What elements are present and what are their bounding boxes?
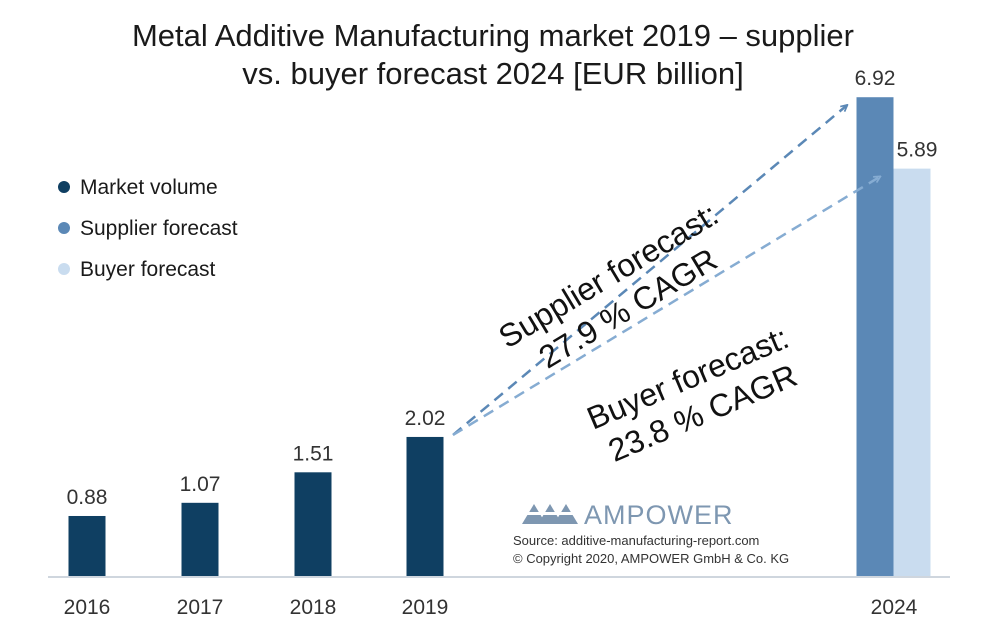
bar-buyer-forecast-2024	[893, 168, 931, 578]
value-label-market-volume-2016: 0.88	[67, 486, 108, 509]
legend-label-market-volume: Market volume	[80, 176, 218, 199]
source-line: Source: additive-manufacturing-report.co…	[513, 533, 759, 548]
x-tick-label-2024: 2024	[871, 596, 918, 619]
buyer-forecast-annotation: Buyer forecast: 23.8 % CAGR	[582, 319, 802, 468]
ampower-logo-text: AMPOWER	[584, 500, 734, 530]
chart-title-line-2: vs. buyer forecast 2024 [EUR billion]	[242, 56, 743, 91]
x-tick-label-2018: 2018	[290, 596, 337, 619]
bar-market-volume-2019	[406, 436, 444, 577]
value-labels-layer: 0.88 1.07 1.51 2.02 6.92 5.89	[67, 67, 938, 509]
legend-label-supplier-forecast: Supplier forecast	[80, 217, 238, 240]
bars-layer	[68, 97, 931, 578]
copyright-line: © Copyright 2020, AMPOWER GmbH & Co. KG	[513, 551, 789, 566]
bar-market-volume-2017	[181, 502, 219, 577]
ampower-logo: AMPOWER	[522, 500, 734, 530]
bar-market-volume-2016	[68, 515, 106, 577]
x-tick-label-2019: 2019	[402, 596, 449, 619]
x-axis-ticks: 2016 2017 2018 2019 2024	[64, 596, 918, 619]
legend-marker-market-volume	[58, 181, 70, 193]
legend: Market volume Supplier forecast Buyer fo…	[58, 176, 238, 281]
x-tick-label-2017: 2017	[177, 596, 224, 619]
chart-title-line-1: Metal Additive Manufacturing market 2019…	[132, 18, 854, 53]
supplier-forecast-arrow	[452, 105, 847, 436]
legend-marker-buyer-forecast	[58, 263, 70, 275]
x-tick-label-2016: 2016	[64, 596, 111, 619]
buyer-forecast-arrow	[452, 177, 880, 437]
legend-marker-supplier-forecast	[58, 222, 70, 234]
bar-market-volume-2018	[294, 472, 332, 577]
value-label-buyer-forecast-2024: 5.89	[897, 139, 938, 162]
value-label-supplier-forecast-2024: 6.92	[855, 67, 896, 90]
value-label-market-volume-2019: 2.02	[405, 407, 446, 430]
value-label-market-volume-2018: 1.51	[293, 442, 334, 465]
bar-supplier-forecast-2024	[856, 97, 894, 578]
legend-label-buyer-forecast: Buyer forecast	[80, 258, 216, 281]
ampower-logo-icon	[522, 504, 578, 524]
value-label-market-volume-2017: 1.07	[180, 473, 221, 496]
